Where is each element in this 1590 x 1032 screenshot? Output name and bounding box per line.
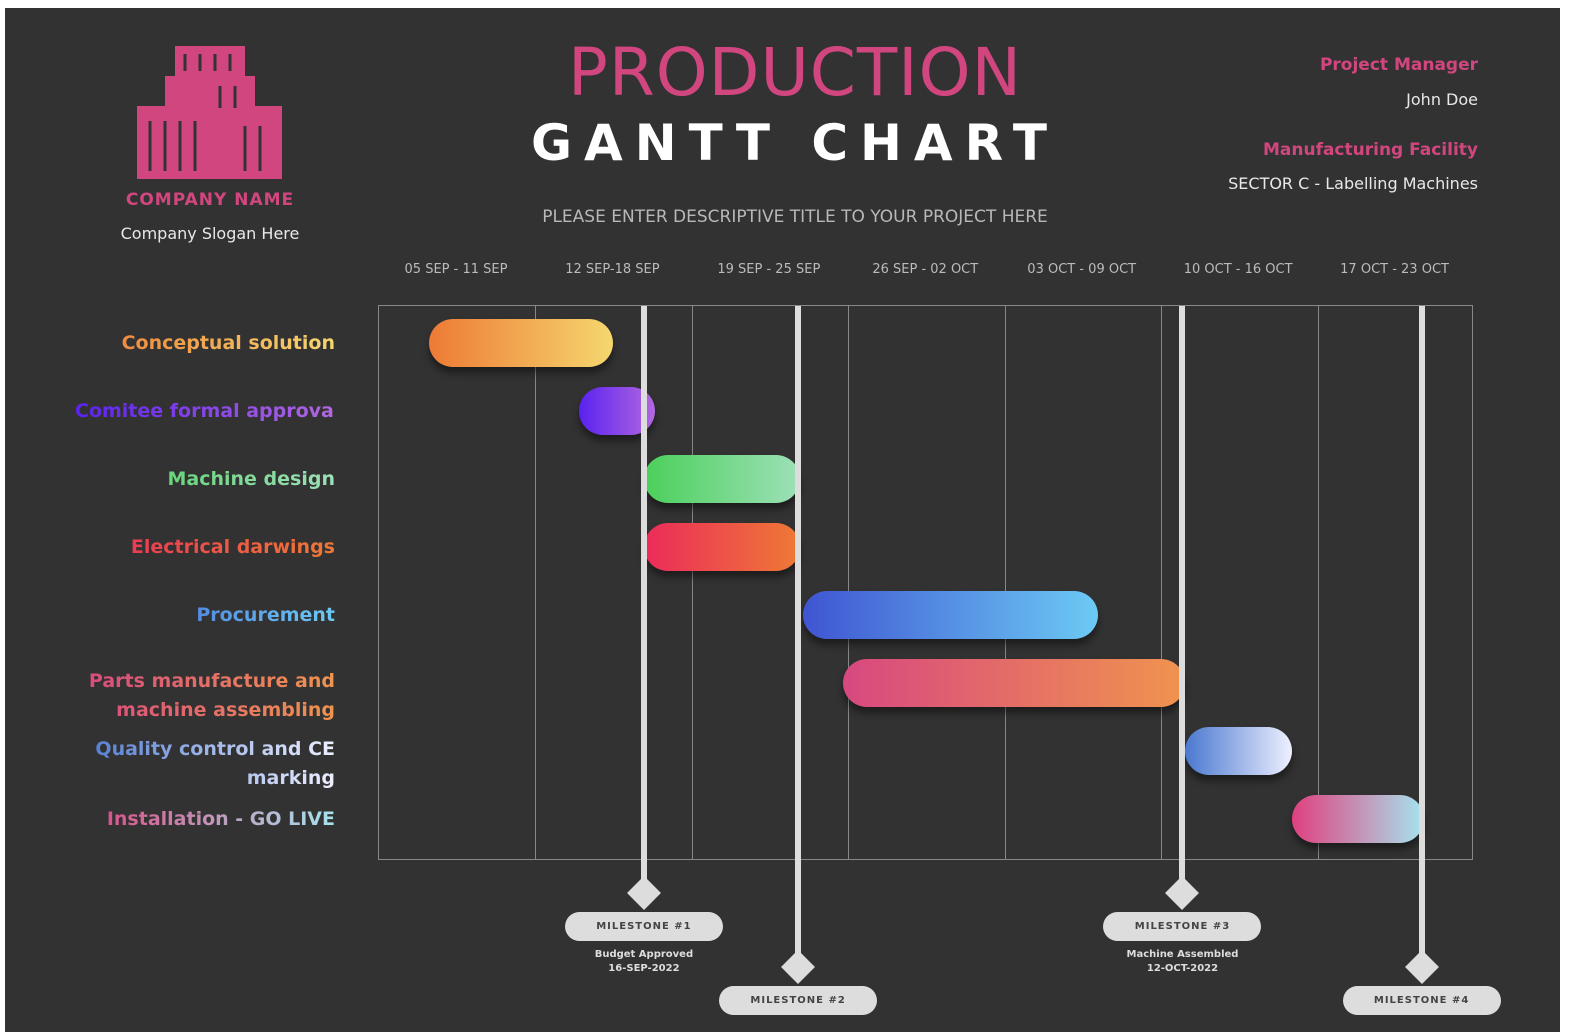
project-manager-value: John Doe bbox=[1406, 90, 1478, 109]
milestone-description: Machine Assembled 12-OCT-2022 bbox=[1097, 948, 1267, 976]
milestone-diamond-icon bbox=[626, 876, 661, 910]
project-subtitle: PLEASE ENTER DESCRIPTIVE TITLE TO YOUR P… bbox=[542, 207, 1048, 227]
company-logo-icon bbox=[137, 46, 282, 179]
task-label: Machine design bbox=[75, 465, 336, 494]
task-bar bbox=[643, 523, 801, 571]
facility-value: SECTOR C - Labelling Machines bbox=[1228, 174, 1478, 193]
milestone-label: MILESTONE #2 bbox=[719, 986, 878, 1015]
milestone-desc-text: Budget Approved bbox=[594, 949, 694, 960]
grid-line bbox=[691, 306, 693, 859]
week-tick-label: 19 SEP - 25 SEP bbox=[717, 262, 821, 277]
milestone-desc-text: Machine Assembled bbox=[1126, 949, 1239, 960]
grid-line bbox=[1004, 306, 1006, 859]
task-bar bbox=[802, 591, 1098, 639]
week-tick-label: 17 OCT - 23 OCT bbox=[1340, 262, 1449, 277]
chart-grid bbox=[378, 305, 1473, 860]
company-name: COMPANY NAME bbox=[125, 190, 295, 210]
milestone-label: MILESTONE #1 bbox=[564, 912, 723, 941]
project-manager-label: Project Manager bbox=[1319, 55, 1478, 75]
grid-line bbox=[1161, 306, 1163, 859]
milestone-diamond-icon bbox=[781, 950, 816, 984]
gantt-canvas: COMPANY NAME Company Slogan Here PRODUCT… bbox=[5, 8, 1560, 1032]
milestone-line bbox=[1418, 306, 1425, 967]
week-tick-label: 26 SEP - 02 OCT bbox=[872, 262, 979, 277]
milestone-line bbox=[795, 306, 802, 967]
milestone-diamond-icon bbox=[1165, 876, 1200, 910]
task-label: Electrical darwings bbox=[75, 533, 335, 562]
task-bar bbox=[1291, 795, 1424, 843]
title-line-1: PRODUCTION bbox=[568, 34, 1022, 111]
week-tick-label: 12 SEP-18 SEP bbox=[565, 262, 660, 277]
grid-line bbox=[848, 306, 850, 859]
milestone-date: 12-OCT-2022 bbox=[1146, 963, 1219, 974]
milestone-description: Budget Approved 16-SEP-2022 bbox=[559, 948, 729, 976]
title-line-2: GANTT CHART bbox=[531, 114, 1059, 172]
milestone-line bbox=[1179, 306, 1186, 893]
milestone-diamond-icon bbox=[1404, 950, 1439, 984]
week-tick-label: 05 SEP - 11 SEP bbox=[404, 262, 508, 277]
facility-label: Manufacturing Facility bbox=[1262, 140, 1478, 160]
task-bar bbox=[643, 455, 801, 503]
milestone-label: MILESTONE #4 bbox=[1342, 986, 1501, 1015]
grid-line bbox=[535, 306, 537, 859]
task-label: Conceptual solution bbox=[75, 329, 335, 358]
task-bar bbox=[429, 319, 613, 367]
week-tick-label: 03 OCT - 09 OCT bbox=[1027, 262, 1137, 277]
task-bar bbox=[1184, 727, 1292, 775]
week-tick-label: 10 OCT - 16 OCT bbox=[1183, 262, 1293, 277]
grid-line bbox=[1317, 306, 1319, 859]
milestone-label: MILESTONE #3 bbox=[1103, 912, 1262, 941]
milestone-date: 16-SEP-2022 bbox=[608, 963, 680, 974]
task-label: Installation - GO LIVE bbox=[75, 805, 335, 834]
task-bar bbox=[842, 659, 1185, 707]
task-label: Comitee formal approval bbox=[75, 397, 340, 426]
milestone-line bbox=[640, 306, 647, 893]
task-label: Parts manufacture and machine assembling bbox=[75, 667, 335, 725]
task-label: Procurement bbox=[75, 601, 335, 630]
company-slogan: Company Slogan Here bbox=[120, 224, 300, 243]
task-label: Quality control and CE marking bbox=[75, 735, 335, 793]
